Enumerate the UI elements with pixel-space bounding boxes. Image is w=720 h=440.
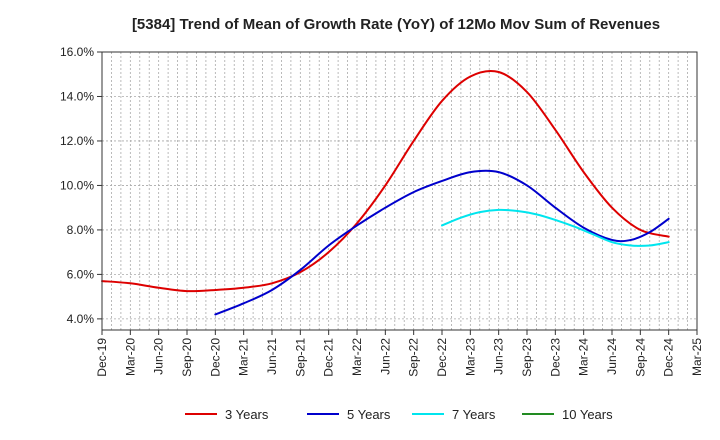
plot-background xyxy=(102,52,697,330)
x-tick-label: Dec-20 xyxy=(208,338,222,377)
legend-label-5-years: 5 Years xyxy=(347,407,391,422)
y-tick-label: 6.0% xyxy=(67,267,95,281)
axes xyxy=(101,51,698,331)
y-tick-label: 4.0% xyxy=(67,312,95,326)
series-line-5-years xyxy=(214,169,670,316)
x-tick-label: Sep-22 xyxy=(407,338,421,377)
x-tick-label: Sep-20 xyxy=(180,338,194,377)
x-tick-label: Jun-23 xyxy=(492,338,506,375)
legend: 3 Years 5 Years 7 Years 10 Years xyxy=(185,407,613,422)
x-tick-label: Mar-20 xyxy=(123,338,137,376)
x-tick-label: Dec-21 xyxy=(322,338,336,377)
y-tick-label: 14.0% xyxy=(60,89,94,103)
x-tick-label: Mar-24 xyxy=(577,338,591,376)
y-axis-ticks: 4.0% 6.0% 8.0% 10.0% 12.0% 14.0% 16.0% xyxy=(60,45,102,326)
x-tick-label: Sep-23 xyxy=(520,338,534,377)
y-tick-label: 12.0% xyxy=(60,134,94,148)
series-line-3-years xyxy=(101,69,670,293)
legend-label-10-years: 10 Years xyxy=(562,407,613,422)
y-tick-label: 16.0% xyxy=(60,45,94,59)
x-tick-label: Dec-19 xyxy=(95,338,109,377)
series-line-7-years xyxy=(441,208,670,247)
x-tick-label: Mar-23 xyxy=(463,338,477,376)
x-tick-label: Jun-24 xyxy=(605,338,619,375)
x-tick-label: Sep-21 xyxy=(293,338,307,377)
plot-frame xyxy=(101,51,698,331)
plot-area xyxy=(102,52,697,330)
x-tick-label: Dec-23 xyxy=(548,338,562,377)
x-tick-label: Jun-22 xyxy=(378,338,392,375)
x-axis-ticks: Dec-19 Mar-20 Jun-20 Sep-20 Dec-20 Mar-21 Jun-… xyxy=(95,330,704,377)
legend-label-3-years: 3 Years xyxy=(225,407,269,422)
x-tick-label: Dec-24 xyxy=(662,338,676,377)
series-layer xyxy=(101,69,670,316)
x-tick-label: Jun-21 xyxy=(265,338,279,375)
x-tick-label: Jun-20 xyxy=(152,338,166,375)
x-tick-label: Dec-22 xyxy=(435,338,449,377)
y-tick-label: 8.0% xyxy=(67,223,95,237)
legend-label-7-years: 7 Years xyxy=(452,407,496,422)
x-tick-label: Mar-22 xyxy=(350,338,364,376)
chart-title: [5384] Trend of Mean of Growth Rate (YoY… xyxy=(132,16,660,33)
y-tick-label: 10.0% xyxy=(60,178,94,192)
x-tick-label: Sep-24 xyxy=(633,338,647,377)
x-tick-label: Mar-21 xyxy=(237,338,251,376)
x-tick-label: Mar-25 xyxy=(690,338,704,376)
